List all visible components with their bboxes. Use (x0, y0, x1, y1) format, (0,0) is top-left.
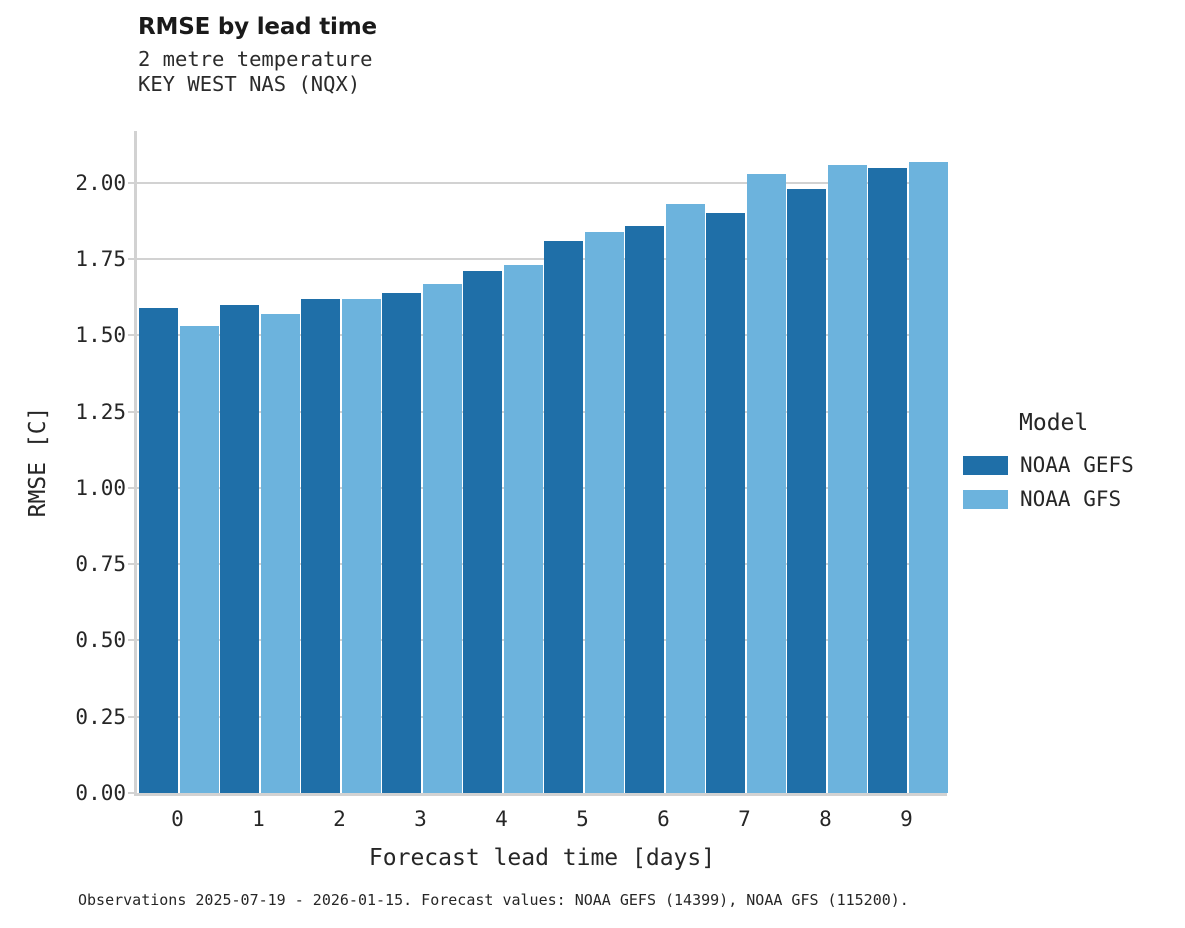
y-tick-label: 0.75 (75, 552, 126, 577)
bar-noaa-gefs-day-8[interactable] (786, 188, 826, 793)
x-tick-label: 4 (495, 807, 508, 831)
x-axis-line (134, 793, 947, 796)
bar-noaa-gfs-day-9[interactable] (908, 161, 948, 793)
x-tick-label: 6 (657, 807, 670, 831)
bar-noaa-gefs-day-2[interactable] (300, 298, 340, 793)
y-tick-mark (128, 792, 135, 794)
y-tick-label: 1.75 (75, 247, 126, 272)
legend-swatch-noaa-gfs (963, 489, 1008, 509)
y-axis-line (134, 131, 137, 793)
y-gridline (137, 181, 947, 184)
chart-subtitle-variable: 2 metre temperature (138, 47, 373, 71)
y-tick-mark (128, 181, 135, 184)
y-tick-mark (128, 715, 135, 718)
bar-noaa-gefs-day-5[interactable] (543, 240, 583, 793)
y-tick-mark (128, 563, 135, 566)
footer-note: Observations 2025-07-19 - 2026-01-15. Fo… (78, 891, 909, 909)
legend-item-noaa-gfs[interactable]: NOAA GFS (963, 482, 1134, 516)
y-tick-label: 2.00 (75, 170, 126, 195)
chart-plot-frame: 0 1 2 3 4 5 6 7 8 9 (128, 131, 948, 831)
bar-noaa-gfs-day-1[interactable] (260, 314, 300, 793)
legend-swatch-noaa-gefs (963, 455, 1008, 475)
legend-label-noaa-gfs: NOAA GFS (1020, 487, 1122, 511)
bar-noaa-gefs-day-6[interactable] (624, 225, 664, 793)
y-tick-label: 0.50 (75, 628, 126, 653)
y-tick-mark (128, 334, 135, 337)
y-tick-label: 1.50 (75, 323, 126, 348)
bar-noaa-gfs-day-7[interactable] (746, 173, 786, 793)
chart-subtitle-station: KEY WEST NAS (NQX) (138, 72, 361, 96)
bar-noaa-gefs-day-9[interactable] (867, 167, 907, 793)
bar-noaa-gfs-day-3[interactable] (422, 283, 462, 793)
bar-noaa-gfs-day-0[interactable] (179, 326, 219, 793)
bar-noaa-gefs-day-1[interactable] (219, 304, 259, 793)
x-tick-label: 1 (252, 807, 265, 831)
legend-item-noaa-gefs[interactable]: NOAA GEFS (963, 448, 1134, 482)
x-tick-label: 9 (900, 807, 913, 831)
x-tick-label: 8 (819, 807, 832, 831)
x-axis-title: Forecast lead time [days] (368, 845, 716, 871)
x-tick-label: 7 (738, 807, 751, 831)
y-tick-label: 0.00 (75, 781, 126, 805)
y-tick-label: 0.25 (75, 704, 126, 729)
page-title: RMSE by lead time (138, 14, 377, 40)
y-tick-label: 1.00 (75, 475, 126, 500)
bar-noaa-gefs-day-4[interactable] (462, 271, 502, 793)
y-gridline (137, 258, 947, 261)
legend-label-noaa-gefs: NOAA GEFS (1020, 453, 1134, 477)
y-tick-mark (128, 639, 135, 642)
x-tick-label: 0 (171, 807, 184, 831)
x-tick-label: 3 (414, 807, 427, 831)
y-tick-mark (128, 486, 135, 489)
y-tick-label: 1.25 (75, 399, 126, 424)
bar-noaa-gfs-day-8[interactable] (827, 164, 867, 793)
x-tick-label: 2 (333, 807, 346, 831)
chart-legend: Model NOAA GEFS NOAA GFS (963, 410, 1134, 516)
bar-noaa-gefs-day-0[interactable] (138, 307, 178, 793)
bar-noaa-gefs-day-7[interactable] (705, 213, 745, 793)
y-tick-mark (128, 258, 135, 261)
chart-plot-area (137, 131, 948, 793)
bar-noaa-gfs-day-6[interactable] (665, 204, 705, 793)
bar-noaa-gfs-day-5[interactable] (584, 231, 624, 793)
bar-noaa-gfs-day-4[interactable] (503, 265, 543, 793)
x-tick-label: 5 (576, 807, 589, 831)
bar-noaa-gefs-day-3[interactable] (381, 292, 421, 793)
y-tick-mark (128, 410, 135, 413)
legend-title: Model (1019, 410, 1089, 436)
y-axis-title: RMSE [C] (25, 406, 51, 518)
title-block: RMSE by lead time 2 metre temperature KE… (138, 14, 377, 97)
bar-noaa-gfs-day-2[interactable] (341, 298, 381, 793)
